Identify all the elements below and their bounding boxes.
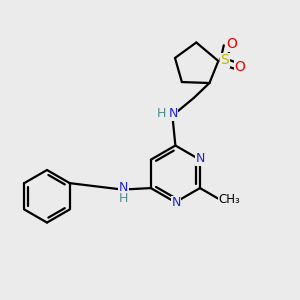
Text: O: O xyxy=(234,60,245,74)
Text: H: H xyxy=(156,107,166,120)
Text: N: N xyxy=(171,196,181,209)
Text: N: N xyxy=(196,152,205,165)
Text: N: N xyxy=(119,181,128,194)
Text: S: S xyxy=(220,53,229,68)
Text: H: H xyxy=(119,192,128,205)
Text: O: O xyxy=(226,37,237,51)
Text: N: N xyxy=(168,107,178,120)
Text: CH₃: CH₃ xyxy=(218,193,240,206)
